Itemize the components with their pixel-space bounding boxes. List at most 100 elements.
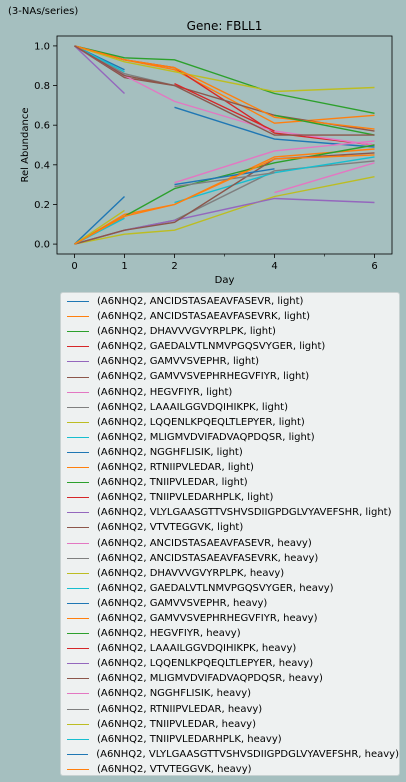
series-line-20 (74, 195, 125, 245)
legend-item: (A6NHQ2, HEGVFIYR, heavy) (65, 626, 399, 641)
legend-item: (A6NHQ2, MLIGMVDVIFADVAQPDQSR, heavy) (65, 671, 399, 686)
y-tick-label: 0.6 (34, 121, 50, 132)
legend-swatch (67, 602, 89, 604)
chart-title: Gene: FBLL1 (187, 19, 263, 33)
legend-item: (A6NHQ2, VTVTEGGVK, light) (65, 520, 399, 535)
legend-label: (A6NHQ2, ANCIDSTASAEAVFASEVR, light) (97, 296, 304, 307)
legend-swatch (67, 346, 89, 348)
legend-label: (A6NHQ2, RTNIIPVLEDAR, light) (97, 462, 254, 474)
legend-label: (A6NHQ2, TNIIPVLEDARHPLK, heavy) (97, 733, 282, 745)
legend-item: (A6NHQ2, ANCIDSTASAEAVFASEVRK, light) (65, 309, 399, 324)
legend-label: (A6NHQ2, GAEDALVTLNMVPGQSVYGER, heavy) (97, 582, 334, 594)
legend-swatch (67, 572, 89, 574)
legend-item: (A6NHQ2, GAMVVSVEPHR, heavy) (65, 596, 399, 611)
legend-label: (A6NHQ2, VTVTEGGVK, light) (97, 522, 244, 534)
legend-item: (A6NHQ2, GAMVVSVEPHR, light) (65, 354, 399, 369)
legend-swatch (67, 391, 89, 393)
legend-item: (A6NHQ2, LQQENLKPQEQLTLEPYER, light) (65, 415, 399, 430)
x-tick-label: 4 (271, 261, 277, 272)
legend-swatch (67, 708, 89, 710)
legend-item: (A6NHQ2, VTVTEGGVK, heavy) (65, 762, 399, 775)
legend-swatch (67, 512, 89, 514)
legend-label: (A6NHQ2, VTVTEGGVK, heavy) (97, 763, 252, 775)
legend-swatch (67, 648, 89, 650)
x-tick-label: 6 (371, 261, 377, 272)
legend-label: (A6NHQ2, TNIIPVLEDARHPLK, light) (97, 492, 274, 504)
legend-label: (A6NHQ2, ANCIDSTASAEAVFASEVRK, light) (97, 311, 311, 323)
axes: 0 1 2 4 6 0.0 0.2 0.4 0.6 0.8 1.0 (34, 41, 378, 272)
x-tick-label: 1 (121, 261, 127, 272)
legend-item: (A6NHQ2, VLYLGAASGTTVSHVSDIIGPDGLVYAVEFS… (65, 747, 399, 762)
legend-swatch (67, 406, 89, 408)
legend-label: (A6NHQ2, LQQENLKPQEQLTLEPYER, light) (97, 416, 305, 428)
legend-swatch (67, 331, 89, 333)
legend-swatch (67, 542, 89, 544)
legend-swatch (67, 663, 89, 665)
legend-label: (A6NHQ2, DHAVVVGVYRPLPK, heavy) (97, 567, 285, 579)
legend-swatch (67, 467, 89, 469)
legend-item: (A6NHQ2, ANCIDSTASAEAVFASEVR, heavy) (65, 536, 399, 551)
legend-swatch (67, 587, 89, 589)
series-line-16 (174, 140, 375, 184)
legend-swatch (67, 451, 89, 453)
legend-label: (A6NHQ2, ANCIDSTASAEAVFASEVR, heavy) (97, 537, 312, 549)
legend-swatch (67, 618, 89, 620)
y-tick-label: 0.8 (34, 81, 50, 92)
y-tick-label: 0.4 (34, 160, 50, 171)
legend-label: (A6NHQ2, MLIGMVDVIFADVAQPDQSR, light) (97, 431, 315, 443)
legend-swatch (67, 436, 89, 438)
series-line-1 (74, 45, 375, 124)
legend-label: (A6NHQ2, LAAAILGGVDQIHIKPK, heavy) (97, 643, 297, 655)
series-count-note: (3-NAs/series) (8, 6, 79, 17)
legend-label: (A6NHQ2, LAAAILGGVDQIHIKPK, light) (97, 401, 288, 413)
legend-swatch (67, 376, 89, 378)
legend-swatch (67, 497, 89, 499)
legend-swatch (67, 678, 89, 680)
x-tick-label: 2 (171, 261, 177, 272)
series-lines (74, 45, 375, 245)
legend-item: (A6NHQ2, NGGHFLISIK, heavy) (65, 686, 399, 701)
legend-label: (A6NHQ2, VLYLGAASGTTVSHVSDIIGPDGLVYAVEFS… (96, 748, 399, 760)
legend-label: (A6NHQ2, ANCIDSTASAEAVFASEVRK, heavy) (97, 552, 319, 564)
series-line-28 (74, 209, 125, 245)
legend-label: (A6NHQ2, HEGVFIYR, heavy) (97, 628, 241, 640)
series-line-12 (274, 114, 375, 136)
series-line-31 (74, 154, 375, 245)
series-line-15 (74, 45, 375, 136)
legend-item: (A6NHQ2, GAMVVSVEPHRHEGVFIYR, light) (65, 369, 399, 384)
legend-item: (A6NHQ2, TNIIPVLEDAR, light) (65, 475, 399, 490)
series-line-8 (74, 45, 375, 93)
legend-item: (A6NHQ2, GAMVVSVEPHRHEGVFIYR, heavy) (65, 611, 399, 626)
legend-label: (A6NHQ2, TNIIPVLEDAR, light) (97, 477, 248, 489)
legend-label: (A6NHQ2, TNIIPVLEDAR, heavy) (97, 718, 256, 730)
legend-item: (A6NHQ2, ANCIDSTASAEAVFASEVRK, heavy) (65, 551, 399, 566)
legend-label: (A6NHQ2, DHAVVVGVYRPLPK, light) (97, 326, 276, 338)
legend-item: (A6NHQ2, RTNIIPVLEDAR, light) (65, 460, 399, 475)
legend-item: (A6NHQ2, DHAVVVGVYRPLPK, light) (65, 324, 399, 339)
series-line-27 (174, 172, 275, 188)
y-tick-label: 0.2 (34, 200, 50, 211)
y-tick-label: 1.0 (34, 41, 50, 52)
legend-label: (A6NHQ2, GAMVVSVEPHRHEGVFIYR, heavy) (97, 612, 318, 624)
legend-swatch (67, 421, 89, 423)
series-line-22 (74, 144, 375, 245)
legend-swatch (67, 633, 89, 635)
legend-label: (A6NHQ2, GAMVVSVEPHR, heavy) (97, 597, 268, 609)
legend-item: (A6NHQ2, TNIIPVLEDAR, heavy) (65, 717, 399, 732)
legend-item: (A6NHQ2, ANCIDSTASAEAVFASEVR, light) (65, 294, 399, 309)
legend-label: (A6NHQ2, RTNIIPVLEDAR, heavy) (97, 703, 263, 715)
legend-swatch (67, 316, 89, 318)
series-line-18 (74, 176, 375, 245)
legend-label: (A6NHQ2, GAMVVSVEPHRHEGVFIYR, light) (97, 371, 310, 383)
legend-label: (A6NHQ2, GAEDALVTLNMVPGQSVYGER, light) (97, 341, 326, 353)
legend-item: (A6NHQ2, LAAAILGGVDQIHIKPK, heavy) (65, 641, 399, 656)
legend-label: (A6NHQ2, LQQENLKPQEQLTLEPYER, heavy) (97, 658, 314, 670)
legend-item: (A6NHQ2, GAEDALVTLNMVPGQSVYGER, light) (65, 339, 399, 354)
legend-label: (A6NHQ2, NGGHFLISIK, heavy) (97, 688, 252, 700)
legend-item: (A6NHQ2, TNIIPVLEDARHPLK, heavy) (65, 732, 399, 747)
series-line-4 (74, 45, 125, 95)
series-line-26 (274, 162, 375, 194)
legend-label: (A6NHQ2, HEGVFIYR, light) (97, 386, 233, 398)
series-line-13 (174, 82, 275, 132)
series-line-2 (74, 45, 375, 114)
